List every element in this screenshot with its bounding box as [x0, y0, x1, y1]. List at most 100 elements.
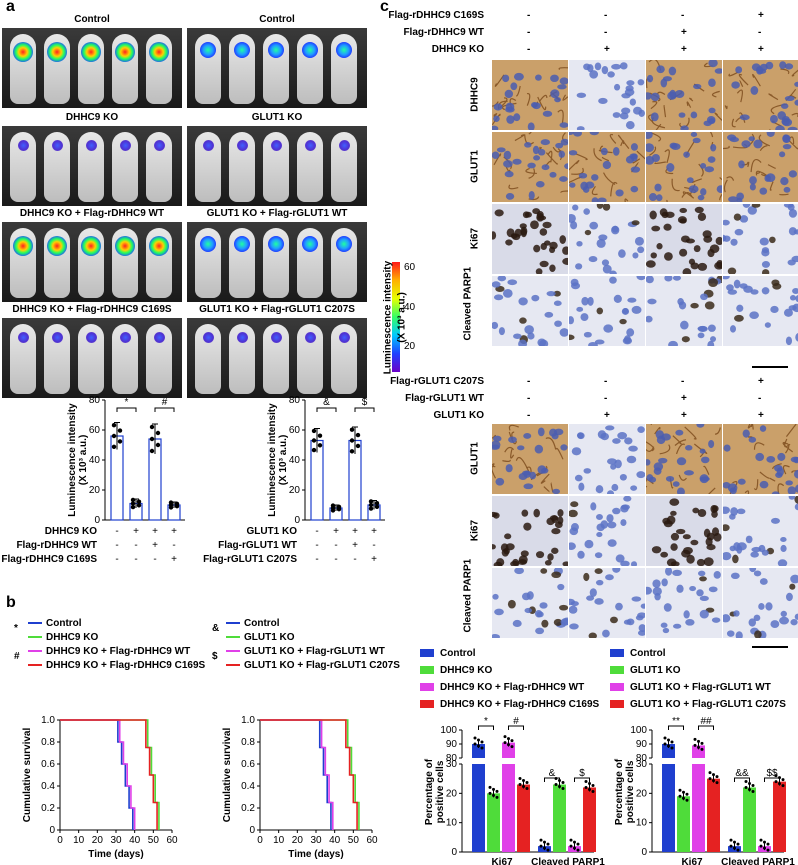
membrane-stain [654, 161, 666, 165]
nucleus [633, 106, 643, 115]
data-point [781, 778, 785, 782]
nucleus [503, 150, 512, 160]
nucleus [723, 234, 727, 242]
y-tick-label: 10 [636, 818, 648, 829]
data-point [781, 784, 785, 788]
membrane-stain [783, 442, 790, 454]
nucleus [646, 586, 653, 595]
nucleus [780, 176, 789, 186]
nucleus [559, 604, 568, 611]
nucleus [771, 491, 780, 494]
nucleus [649, 476, 657, 483]
legend-swatch [420, 683, 434, 692]
membrane-stain [557, 109, 564, 124]
legend-entry: GLUT1 KO + Flag-rGLUT1 WT [226, 646, 385, 657]
nucleus [584, 539, 594, 549]
membrane-stain [646, 485, 648, 488]
legend-swatch [420, 666, 434, 675]
nucleus [697, 570, 706, 577]
nucleus [652, 579, 661, 588]
nucleus [733, 542, 741, 552]
nucleus [503, 547, 510, 555]
nucleus [669, 142, 678, 149]
nucleus [630, 561, 638, 566]
nucleus [672, 481, 680, 487]
nucleus [551, 547, 559, 554]
nucleus [559, 328, 568, 337]
nucleus [766, 132, 775, 137]
ihc-tile [569, 60, 645, 130]
colorbar-tick-40: 40 [404, 302, 416, 313]
data-point [678, 794, 682, 798]
significance-mark: & [549, 768, 556, 779]
nucleus [492, 511, 498, 518]
condition-label: DHHC9 KO [45, 526, 97, 537]
ihc-texture [723, 424, 798, 494]
significance-mark: & [212, 623, 220, 634]
ihc-condition-mark: - [527, 44, 531, 55]
membrane-stain [782, 441, 794, 453]
nucleus [512, 619, 522, 628]
membrane-stain [514, 134, 525, 142]
membrane-stain [504, 446, 515, 453]
nucleus [780, 610, 787, 617]
data-point [744, 785, 748, 789]
data-point [349, 449, 355, 454]
condition-mark: - [334, 554, 337, 565]
membrane-stain [736, 89, 744, 103]
x-tick-label: 10 [73, 835, 85, 846]
nucleus [576, 306, 584, 312]
data-point [149, 424, 155, 430]
significance-mark: && [735, 768, 749, 779]
luminescence-spot [17, 332, 29, 343]
ihc-condition-label: Flag-rDHHC9 WT [403, 27, 484, 38]
nucleus [679, 207, 688, 214]
nucleus [551, 433, 559, 440]
nucleus [733, 213, 742, 221]
ihc-condition-mark: - [604, 393, 608, 404]
ihc-tile [723, 424, 798, 494]
nucleus [553, 618, 563, 626]
nucleus [672, 276, 682, 281]
nucleus [630, 185, 639, 193]
data-point [510, 745, 514, 749]
legend-swatch [28, 622, 42, 625]
membrane-stain [663, 105, 667, 118]
luminescence-spot [85, 140, 97, 151]
ihc-tile [646, 132, 722, 202]
nucleus [723, 614, 731, 623]
nucleus [530, 220, 539, 230]
nucleus [682, 534, 691, 540]
membrane-stain [758, 134, 771, 147]
nucleus [714, 68, 722, 74]
legend-label: Control [440, 648, 476, 659]
nucleus [758, 603, 765, 610]
luminescence-spot [202, 332, 214, 343]
membrane-stain [769, 181, 774, 191]
legend-entry: DHHC9 KO + Flag-rDHHC9 C169S [420, 699, 599, 710]
ihc-tile [492, 60, 568, 130]
nucleus [731, 81, 740, 89]
membrane-stain [650, 101, 658, 110]
ihc-condition-mark: + [681, 27, 687, 38]
data-point [584, 785, 588, 789]
nucleus [738, 160, 745, 169]
nucleus [569, 316, 575, 325]
nucleus [512, 158, 522, 165]
nucleus [612, 438, 621, 444]
nucleus [650, 252, 657, 259]
membrane-stain [719, 193, 722, 201]
nucleus [541, 619, 549, 628]
nucleus [559, 235, 567, 244]
nucleus [783, 204, 794, 208]
legend-entry: DHHC9 KO [420, 665, 492, 676]
membrane-stain [753, 479, 759, 491]
nucleus [647, 298, 657, 305]
y-tick-label: 100 [630, 725, 647, 736]
nucleus [794, 503, 798, 511]
nucleus [728, 196, 739, 202]
nucleus [715, 236, 722, 246]
nucleus [749, 183, 756, 191]
nucleus [588, 632, 597, 638]
membrane-stain [698, 163, 704, 177]
